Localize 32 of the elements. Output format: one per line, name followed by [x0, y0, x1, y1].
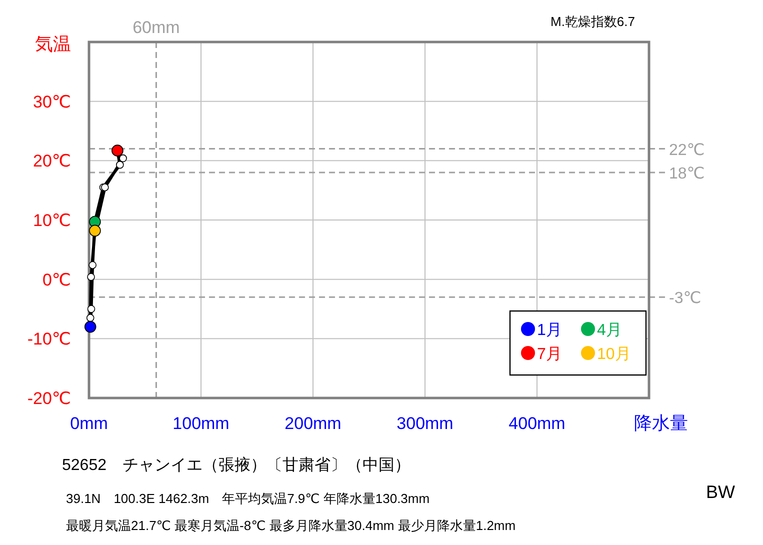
x-tick-label: 100mm: [172, 414, 230, 433]
text: M.乾燥指数6.7: [550, 14, 635, 29]
x-tick-label: 400mm: [508, 414, 566, 433]
text: 39.1N 100.3E 1462.3m 年平均気温7.9℃ 年降水量130.3mm: [66, 491, 430, 506]
text: 最暖月気温21.7℃ 最寒月気温-8℃ 最多月降水量30.4mm 最少月降水量1.2mm: [66, 518, 516, 533]
y-tick-label: 30℃: [32, 92, 71, 112]
ref-line-label: -3℃: [669, 290, 702, 308]
legend-label: 10月: [597, 346, 631, 363]
x-tick-label: 200mm: [284, 414, 342, 433]
text: 52652 チャンイエ（張掖）〔甘粛省〕（中国）: [62, 456, 410, 474]
y-tick-label: 10℃: [32, 211, 71, 230]
x-axis-title: 降水量: [634, 413, 688, 433]
point: [87, 273, 95, 281]
x-tick-label: 0mm: [70, 414, 108, 433]
point: [116, 160, 124, 169]
x-tick-label: 300mm: [396, 414, 454, 433]
point: [86, 314, 94, 322]
point: [119, 154, 127, 162]
y-tick-label: 20℃: [32, 152, 71, 171]
text: BW: [706, 482, 736, 502]
legend-label: 1月: [537, 322, 562, 339]
y-tick-label: -20℃: [27, 389, 71, 408]
ref-line-label: 60mm: [132, 18, 180, 37]
ref-line-label: 18℃: [669, 166, 705, 183]
y-tick-label: -10℃: [27, 330, 71, 349]
point: [87, 305, 96, 313]
legend-label: 7月: [537, 346, 562, 363]
y-axis-title: 気温: [35, 34, 71, 54]
point: [88, 261, 96, 269]
legend-label: 4月: [597, 322, 622, 339]
y-tick-label: 0℃: [42, 270, 71, 290]
ref-line-label: 22℃: [669, 142, 705, 159]
